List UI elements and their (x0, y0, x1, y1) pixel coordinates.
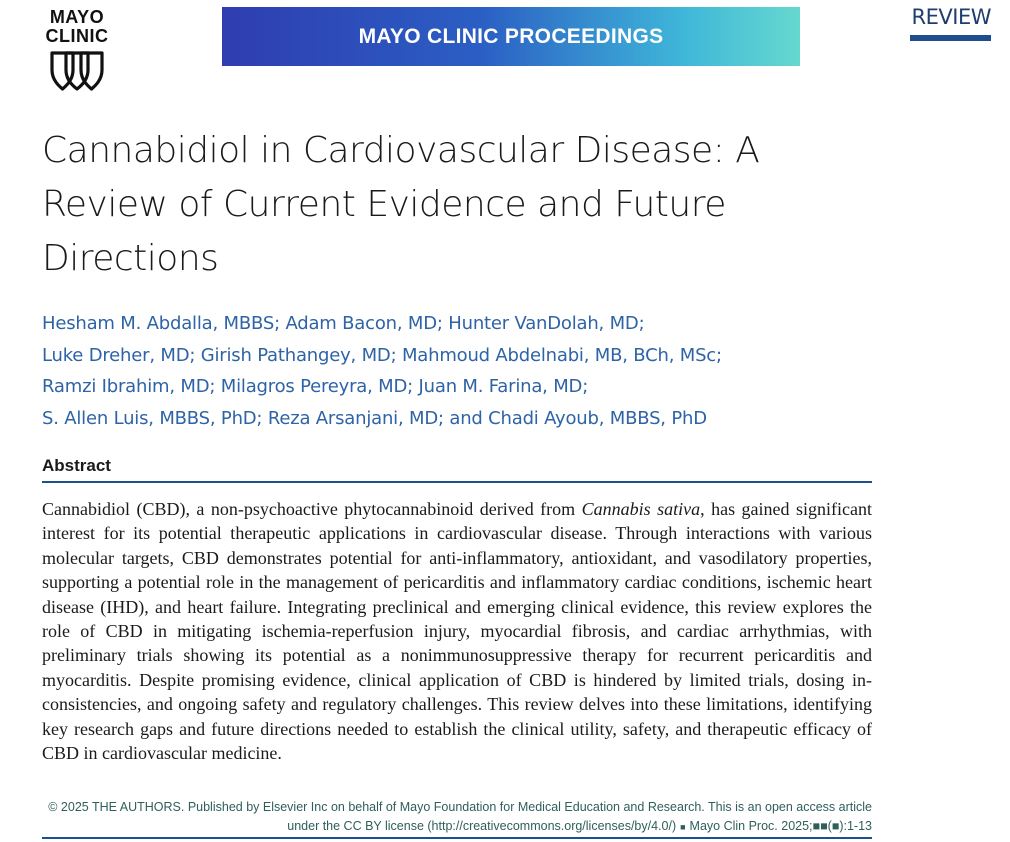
abstract-text-part: Cannabidiol (CBD), a non-psychoactive ph… (42, 499, 582, 519)
abstract-text: Cannabidiol (CBD), a non-psychoactive ph… (42, 497, 872, 765)
license-notice: © 2025 THE AUTHORS. Published by Elsevie… (42, 798, 872, 837)
section-label-underline (910, 35, 991, 41)
separator-glyph: ■ (680, 822, 686, 832)
abstract-text-part: , has gained significant interest for it… (42, 499, 872, 764)
journal-banner: MAYO CLINIC PROCEEDINGS (222, 7, 800, 66)
author-line[interactable]: S. Allen Luis, MBBS, PhD; Reza Arsanjani… (42, 407, 707, 429)
author-list: Hesham M. Abdalla, MBBS; Adam Bacon, MD;… (42, 308, 902, 434)
mayo-clinic-logo[interactable]: MAYO CLINIC (40, 8, 114, 92)
abstract-divider (42, 481, 872, 483)
author-line[interactable]: Hesham M. Abdalla, MBBS; Adam Bacon, MD;… (42, 313, 645, 334)
article-title: Cannabidiol in Cardiovascular Disease: A… (42, 130, 760, 279)
section-label: REVIEW (911, 5, 992, 29)
abstract-species-name: Cannabis sativa (581, 499, 701, 519)
license-link[interactable]: under the CC BY license (http://creative… (287, 819, 677, 833)
journal-title: MAYO CLINIC PROCEEDINGS (358, 24, 664, 48)
license-line: under the CC BY license (http://creative… (42, 817, 872, 837)
author-line[interactable]: Ramzi Ibrahim, MD; Milagros Pereyra, MD;… (42, 376, 589, 397)
author-line[interactable]: Luke Dreher, MD; Girish Pathangey, MD; M… (42, 344, 722, 366)
license-line: © 2025 THE AUTHORS. Published by Elsevie… (48, 800, 872, 814)
abstract-heading: Abstract (42, 456, 111, 475)
logo-wordmark: MAYO CLINIC (45, 7, 109, 46)
shields-icon (50, 51, 104, 91)
footer-divider (42, 837, 872, 839)
citation: Mayo Clin Proc. 2025;■■(■):1-13 (689, 819, 872, 833)
